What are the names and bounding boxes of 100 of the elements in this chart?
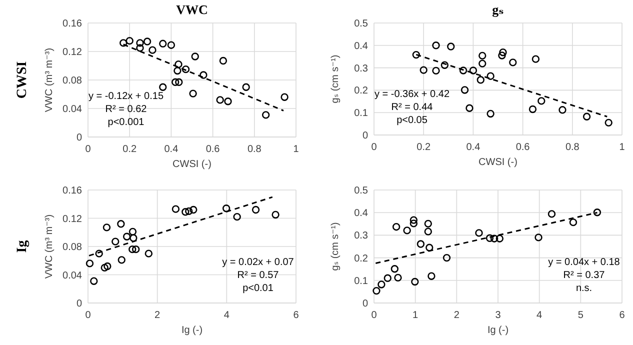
x-tick-label: 3 bbox=[495, 310, 502, 321]
point bbox=[172, 78, 180, 86]
point bbox=[486, 110, 494, 118]
point bbox=[538, 97, 546, 105]
point bbox=[128, 245, 136, 254]
y-tick-label: 0.2 bbox=[354, 253, 368, 264]
point bbox=[191, 52, 199, 60]
point bbox=[233, 212, 241, 221]
point bbox=[426, 244, 434, 252]
point bbox=[392, 222, 400, 231]
point bbox=[189, 90, 197, 98]
point bbox=[410, 216, 418, 224]
annotation: p<0.05 bbox=[396, 115, 428, 126]
point bbox=[130, 234, 138, 242]
x-tick-label: 1 bbox=[619, 142, 626, 153]
x-tick-label: 0.2 bbox=[122, 144, 137, 155]
point bbox=[86, 260, 94, 268]
y-tick-label: 0.16 bbox=[62, 18, 82, 30]
point bbox=[486, 72, 494, 80]
point bbox=[272, 210, 280, 219]
point bbox=[478, 60, 486, 68]
point bbox=[593, 208, 602, 216]
point bbox=[104, 262, 112, 270]
point bbox=[432, 66, 440, 75]
annotation: y = -0.36x + 0.42 bbox=[374, 89, 450, 100]
y-tick-label: 0.5 bbox=[354, 186, 368, 196]
point bbox=[148, 46, 156, 54]
point bbox=[117, 220, 125, 228]
x-tick-label: 0.8 bbox=[247, 144, 262, 155]
y-tick-label: 0.12 bbox=[62, 47, 82, 58]
point bbox=[120, 39, 128, 47]
annotation: p<0.001 bbox=[108, 117, 145, 128]
point bbox=[216, 96, 224, 104]
annotation: R² = 0.57 bbox=[237, 270, 280, 281]
point bbox=[440, 61, 449, 69]
point bbox=[534, 234, 542, 242]
point bbox=[100, 264, 108, 272]
x-tick-label: 0 bbox=[85, 144, 92, 155]
point bbox=[118, 256, 126, 264]
point bbox=[190, 206, 198, 214]
point bbox=[569, 218, 578, 226]
x-tick-label: 0.6 bbox=[516, 142, 530, 153]
point bbox=[143, 38, 152, 46]
y-tick-label: 0 bbox=[76, 132, 82, 144]
point bbox=[174, 66, 182, 75]
point bbox=[558, 106, 566, 114]
point bbox=[416, 240, 425, 248]
point bbox=[159, 40, 167, 48]
point bbox=[442, 254, 451, 262]
y-axis-title: gₛ (cm s⁻¹) bbox=[330, 222, 341, 271]
point bbox=[432, 42, 440, 50]
annotation: y = 0.02x + 0.07 bbox=[222, 257, 294, 268]
point bbox=[428, 272, 436, 280]
x-tick-label: 1 bbox=[293, 144, 300, 155]
y-tick-label: 0 bbox=[76, 298, 82, 310]
annotation: n.s. bbox=[576, 283, 592, 294]
annotation: R² = 0.44 bbox=[391, 102, 434, 113]
point bbox=[262, 111, 270, 119]
text: Ig bbox=[15, 240, 30, 253]
point bbox=[175, 78, 183, 86]
annotation: y = 0.04x + 0.18 bbox=[548, 257, 620, 268]
point bbox=[411, 278, 419, 286]
y-tick-label: 0.3 bbox=[354, 63, 368, 74]
x-tick-label: 1 bbox=[412, 310, 419, 321]
point bbox=[475, 229, 483, 237]
x-tick-label: 0.4 bbox=[466, 142, 481, 153]
point bbox=[528, 105, 537, 114]
y-tick-label: 0 bbox=[362, 130, 368, 142]
point bbox=[144, 250, 153, 258]
y-tick-label: 0.1 bbox=[354, 108, 368, 120]
point bbox=[490, 234, 498, 242]
point bbox=[532, 55, 540, 63]
point bbox=[390, 265, 399, 273]
y-tick-label: 0.3 bbox=[354, 230, 368, 242]
point bbox=[509, 58, 517, 66]
annotation: y = -0.12x + 0.15 bbox=[88, 91, 164, 102]
point bbox=[459, 66, 468, 74]
y-tick-label: 0.04 bbox=[62, 270, 82, 282]
y-tick-label: 0.1 bbox=[354, 276, 368, 287]
point bbox=[424, 220, 432, 228]
x-axis-title: CWSI (-) bbox=[478, 157, 518, 168]
y-tick-label: 0.4 bbox=[354, 40, 368, 52]
point bbox=[224, 98, 232, 106]
x-tick-label: 0.8 bbox=[565, 142, 580, 153]
point bbox=[182, 208, 190, 216]
point bbox=[486, 234, 494, 242]
point bbox=[219, 56, 228, 65]
point bbox=[604, 118, 612, 127]
point bbox=[478, 52, 486, 60]
y-axis-title: gₛ (cm s⁻¹) bbox=[330, 54, 341, 104]
point bbox=[174, 60, 182, 68]
point bbox=[469, 66, 478, 74]
y-tick-label: 0 bbox=[362, 298, 368, 310]
point bbox=[372, 286, 380, 295]
x-tick-label: 6 bbox=[293, 310, 300, 321]
point bbox=[424, 228, 432, 236]
point bbox=[412, 50, 420, 59]
point bbox=[126, 36, 134, 45]
annotation: R² = 0.37 bbox=[563, 270, 606, 281]
point bbox=[252, 206, 260, 214]
